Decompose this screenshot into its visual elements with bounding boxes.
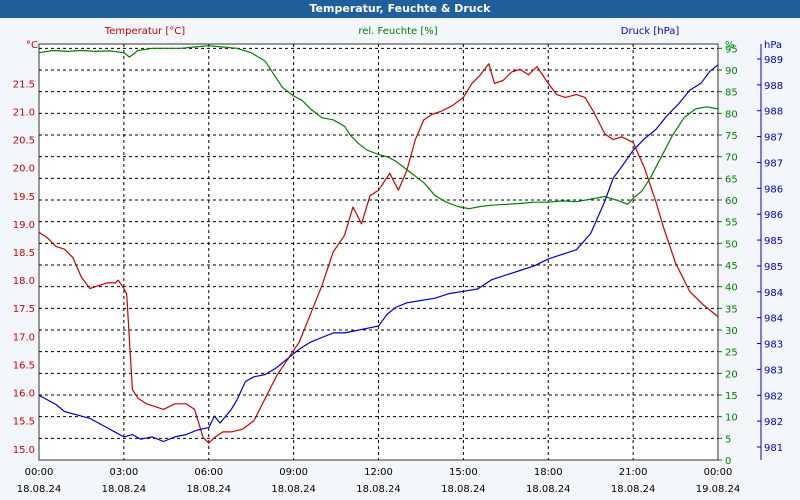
pressure-tick-label: 986 <box>764 210 783 221</box>
x-date-tick-label: 18.08.24 <box>271 484 316 495</box>
humidity-tick-label: 25 <box>725 348 738 359</box>
x-time-tick-label: 18:00 <box>534 467 563 478</box>
pressure-unit-label: hPa <box>764 40 782 51</box>
axis-layer: 00:00 18.08.24 03:00 18.08.24 06:00 18.08.24 0… <box>13 44 783 495</box>
temperature-tick-label: 20.5 <box>13 136 35 147</box>
humidity-tick-label: 0 <box>725 456 731 467</box>
pressure-tick-label: 988 <box>764 81 783 92</box>
temperature-tick-label: 17.5 <box>13 304 35 315</box>
x-date-tick-label: 18.08.24 <box>186 484 231 495</box>
temperature-tick-label: 15.0 <box>13 445 35 456</box>
humidity-tick-label: 15 <box>725 391 738 402</box>
x-date-tick-label: 18.08.24 <box>526 484 571 495</box>
x-time-tick-label: 03:00 <box>109 467 138 478</box>
x-time-tick-label: 09:00 <box>279 467 308 478</box>
temperature-tick-label: 21.0 <box>13 107 35 118</box>
pressure-tick-label: 981 <box>764 443 783 454</box>
humidity-tick-label: 20 <box>725 369 738 380</box>
x-time-tick-label: 00:00 <box>704 467 733 478</box>
x-time-tick-label: 06:00 <box>194 467 223 478</box>
temperature-series-line <box>38 63 719 444</box>
humidity-unit-label: % <box>725 40 735 51</box>
humidity-tick-label: 90 <box>725 66 738 77</box>
pressure-tick-label: 983 <box>764 365 783 376</box>
temperature-tick-label: 18.5 <box>13 248 35 259</box>
pressure-tick-label: 982 <box>764 417 783 428</box>
pressure-tick-label: 986 <box>764 184 783 195</box>
humidity-tick-label: 85 <box>725 88 738 99</box>
temperature-tick-label: 20.0 <box>13 164 35 175</box>
pressure-axis-title: Druck [hPa] <box>621 26 680 37</box>
x-date-tick-label: 18.08.24 <box>441 484 486 495</box>
humidity-tick-label: 60 <box>725 196 738 207</box>
humidity-tick-label: 40 <box>725 283 738 294</box>
humidity-tick-label: 95 <box>725 44 738 55</box>
temperature-tick-label: 17.0 <box>13 332 35 343</box>
x-date-tick-label: 18.08.24 <box>611 484 656 495</box>
pressure-tick-label: 985 <box>764 262 783 273</box>
series-layer <box>38 45 719 444</box>
temperature-tick-label: 21.5 <box>13 79 35 90</box>
humidity-tick-label: 45 <box>725 261 738 272</box>
humidity-tick-label: 55 <box>725 218 738 229</box>
pressure-tick-label: 984 <box>764 314 783 325</box>
pressure-tick-label: 988 <box>764 107 783 118</box>
humidity-tick-label: 80 <box>725 109 738 120</box>
humidity-series-line <box>38 45 719 210</box>
x-time-tick-label: 00:00 <box>25 467 54 478</box>
temperature-tick-label: 18.0 <box>13 276 35 287</box>
pressure-tick-label: 982 <box>764 391 783 402</box>
humidity-tick-label: 75 <box>725 131 738 142</box>
temperature-tick-label: 16.0 <box>13 389 35 400</box>
humidity-tick-label: 5 <box>725 434 731 445</box>
temperature-unit-label: °C <box>26 40 38 51</box>
window-title: Temperatur, Feuchte & Druck <box>0 0 800 18</box>
pressure-tick-label: 987 <box>764 133 783 144</box>
temperature-tick-label: 16.5 <box>13 360 35 371</box>
pressure-tick-label: 987 <box>764 158 783 169</box>
x-time-tick-label: 21:00 <box>619 467 648 478</box>
humidity-tick-label: 10 <box>725 413 738 424</box>
temperature-axis-title: Temperatur [°C] <box>104 26 185 37</box>
pressure-tick-label: 985 <box>764 236 783 247</box>
x-date-tick-label: 18.08.24 <box>17 484 62 495</box>
pressure-tick-label: 983 <box>764 340 783 351</box>
temperature-tick-label: 15.5 <box>13 417 35 428</box>
pressure-series-line <box>38 64 719 443</box>
humidity-tick-label: 70 <box>725 153 738 164</box>
x-date-tick-label: 19.08.24 <box>696 484 741 495</box>
grid-lines <box>39 44 718 460</box>
humidity-tick-label: 50 <box>725 239 738 250</box>
humidity-tick-label: 65 <box>725 174 738 185</box>
x-time-tick-label: 12:00 <box>364 467 393 478</box>
temperature-tick-label: 19.0 <box>13 220 35 231</box>
humidity-tick-label: 35 <box>725 304 738 315</box>
pressure-tick-label: 984 <box>764 288 783 299</box>
humidity-axis-title: rel. Feuchte [%] <box>358 26 437 37</box>
x-date-tick-label: 18.08.24 <box>102 484 147 495</box>
x-time-tick-label: 15:00 <box>449 467 478 478</box>
temperature-tick-label: 19.5 <box>13 192 35 203</box>
humidity-tick-label: 30 <box>725 326 738 337</box>
x-date-tick-label: 18.08.24 <box>356 484 401 495</box>
pressure-tick-label: 989 <box>764 55 783 66</box>
